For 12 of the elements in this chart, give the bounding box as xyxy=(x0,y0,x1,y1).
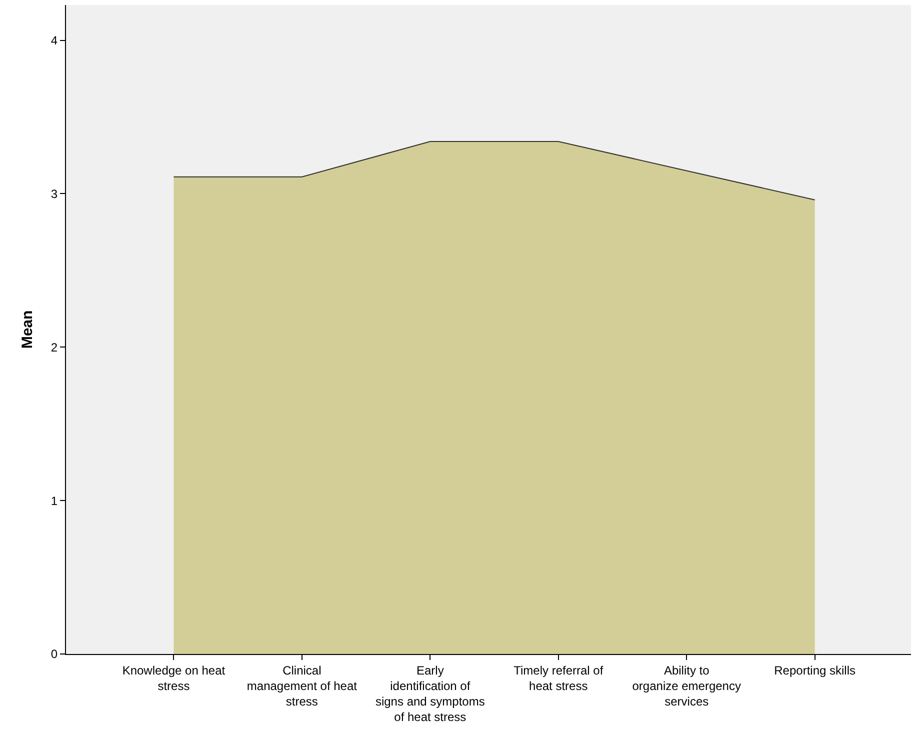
x-tick-label: Clinical management of heat stress xyxy=(246,663,358,709)
y-tick-label: 3 xyxy=(50,186,58,201)
x-tick-label: Early identification of signs and symptoms of heat stress xyxy=(375,663,485,724)
y-axis-title: Mean xyxy=(19,310,36,349)
y-tick-label: 2 xyxy=(50,340,58,354)
x-tick-label: Knowledge on heat stress xyxy=(122,663,226,693)
y-tick-label: 4 xyxy=(50,33,58,48)
y-tick-label: 1 xyxy=(50,494,58,508)
x-tick-label: Timely referral of heat stress xyxy=(514,663,604,693)
x-tick-label: Reporting skills xyxy=(774,663,856,678)
x-tick-label: Ability to organize emergency services xyxy=(632,663,741,709)
y-tick-label: 0 xyxy=(50,647,58,662)
